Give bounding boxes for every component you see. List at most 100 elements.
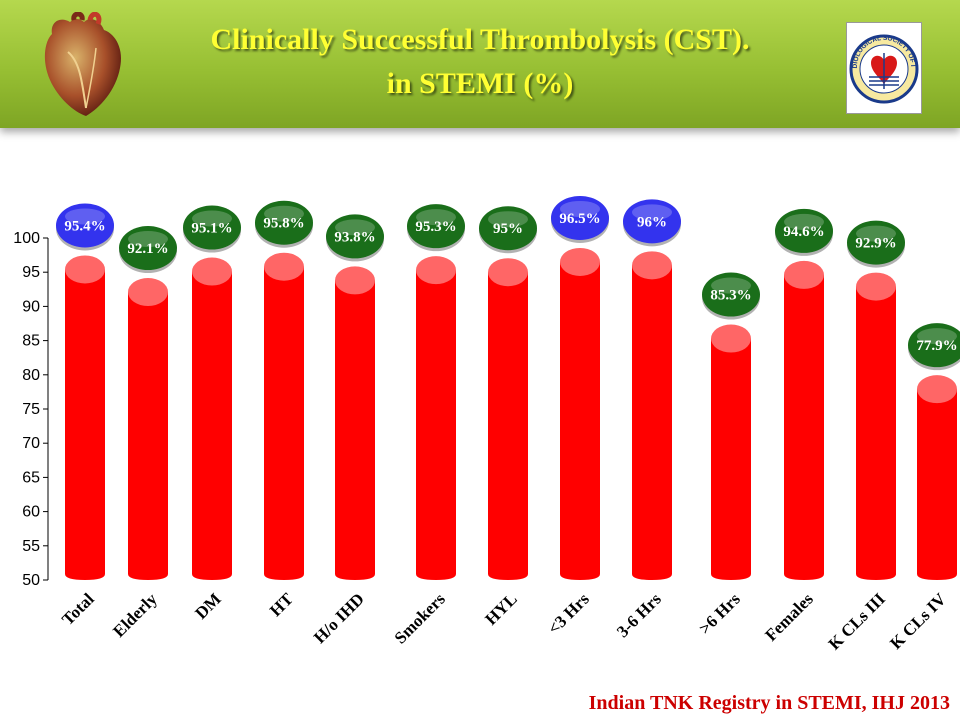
data-label: 95.4% xyxy=(64,218,105,234)
data-label: 95% xyxy=(493,221,523,237)
bar-body xyxy=(560,261,600,580)
data-label: 92.1% xyxy=(127,241,168,257)
bar-top-cap xyxy=(416,256,456,285)
x-tick-label: >6 Hrs xyxy=(695,589,744,638)
bar-dm: 95.1% xyxy=(183,205,241,580)
value-badge xyxy=(119,226,177,271)
bar-body xyxy=(711,338,751,580)
x-tick-label: HYL xyxy=(481,589,520,628)
x-tick-label: Elderly xyxy=(109,589,161,641)
bar-body xyxy=(416,270,456,580)
x-tick-label: K CLs IV xyxy=(886,589,950,653)
bar-elderly: 92.1% xyxy=(119,226,177,580)
bar-top-cap xyxy=(128,278,168,307)
value-badge xyxy=(551,195,609,240)
bar-top-cap xyxy=(784,260,824,289)
bar-body xyxy=(65,269,105,580)
badge-gloss xyxy=(416,209,456,226)
bar-body xyxy=(488,272,528,580)
value-badge xyxy=(407,204,465,249)
y-tick-label: 60 xyxy=(22,504,40,521)
y-tick-label: 100 xyxy=(13,230,40,247)
bar-body xyxy=(128,292,168,580)
data-label: 92.9% xyxy=(855,236,896,252)
bar-top-cap xyxy=(711,324,751,353)
bar-chart: 50 55 60 65 70 75 80 85 90 95 100 95.4% Total 92.1% El… xyxy=(13,195,960,654)
chart-title-line-2: in STEMI (%) xyxy=(386,67,574,100)
y-tick-label: 75 xyxy=(22,401,40,418)
bar-top-cap xyxy=(65,255,105,284)
x-tick-label: 3-6 Hrs xyxy=(613,589,665,641)
badge-gloss xyxy=(560,200,600,217)
bar-hyl: 95% xyxy=(479,206,537,580)
data-label: 95.8% xyxy=(263,216,304,232)
bar-top-cap xyxy=(488,258,528,287)
x-tick-label: Total xyxy=(58,589,98,629)
bar-top-cap xyxy=(632,251,672,280)
bar-6-hrs: 85.3% xyxy=(702,272,760,580)
bar-top-cap xyxy=(560,247,600,276)
bar-ht: 95.8% xyxy=(255,200,313,580)
badge-gloss xyxy=(917,328,957,345)
x-tick-label: Smokers xyxy=(391,589,449,647)
badge-gloss xyxy=(856,225,896,242)
badge-gloss xyxy=(488,211,528,228)
value-badge xyxy=(326,214,384,259)
value-badge xyxy=(623,199,681,244)
badge-gloss xyxy=(335,219,375,236)
data-label: 95.1% xyxy=(191,221,232,237)
data-label: 93.8% xyxy=(334,229,375,245)
data-label: 77.9% xyxy=(916,338,957,354)
x-tick-label: <3 Hrs xyxy=(544,589,593,638)
data-label: 94.6% xyxy=(783,224,824,240)
value-badge xyxy=(479,206,537,251)
data-label: 85.3% xyxy=(710,288,751,304)
bar-k-cls-iv: 77.9% xyxy=(908,323,960,580)
bar-body xyxy=(784,274,824,580)
y-tick-label: 65 xyxy=(22,469,40,486)
x-tick-label: HT xyxy=(266,589,297,620)
value-badge xyxy=(56,203,114,248)
x-tick-label: K CLs III xyxy=(825,589,889,653)
x-tick-label: H/o IHD xyxy=(310,589,368,647)
bar-3-hrs: 96.5% xyxy=(551,195,609,580)
bar-h-o-ihd: 93.8% xyxy=(326,214,384,580)
bar-body xyxy=(335,280,375,580)
data-label: 95.3% xyxy=(415,219,456,235)
bar-females: 94.6% xyxy=(775,208,833,580)
value-badge xyxy=(847,220,905,265)
bar-body xyxy=(264,266,304,580)
bar-top-cap xyxy=(192,257,232,286)
value-badge xyxy=(702,272,760,317)
bar-total: 95.4% xyxy=(56,203,114,580)
badge-gloss xyxy=(264,205,304,222)
x-tick-label: DM xyxy=(191,589,224,622)
value-badge xyxy=(183,205,241,250)
chart-title-line-1: Clinically Successful Thrombolysis (CST)… xyxy=(210,23,750,56)
data-label: 96.5% xyxy=(559,211,600,227)
y-tick-label: 90 xyxy=(22,298,40,315)
bar-top-cap xyxy=(856,272,896,301)
y-tick-label: 70 xyxy=(22,435,40,452)
value-badge xyxy=(775,208,833,253)
bar-body xyxy=(632,265,672,580)
citation: Indian TNK Registry in STEMI, IHJ 2013 xyxy=(588,692,950,714)
bar-body xyxy=(192,271,232,580)
bar-3-6-hrs: 96% xyxy=(623,199,681,580)
data-label: 96% xyxy=(637,214,667,230)
bar-top-cap xyxy=(917,375,957,404)
bar-smokers: 95.3% xyxy=(407,204,465,580)
value-badge xyxy=(255,200,313,245)
cardiological-society-logo: CARDIOLOGICAL SOCIETY OF INDIA xyxy=(846,22,922,114)
badge-gloss xyxy=(192,210,232,227)
y-tick-label: 80 xyxy=(22,367,40,384)
bar-top-cap xyxy=(264,252,304,281)
y-tick-label: 95 xyxy=(22,264,40,281)
badge-gloss xyxy=(711,277,751,294)
badge-gloss xyxy=(784,213,824,230)
bar-body xyxy=(917,389,957,580)
bar-k-cls-iii: 92.9% xyxy=(847,220,905,580)
badge-gloss xyxy=(65,208,105,225)
y-tick-label: 85 xyxy=(22,333,40,350)
y-tick-label: 55 xyxy=(22,538,40,555)
